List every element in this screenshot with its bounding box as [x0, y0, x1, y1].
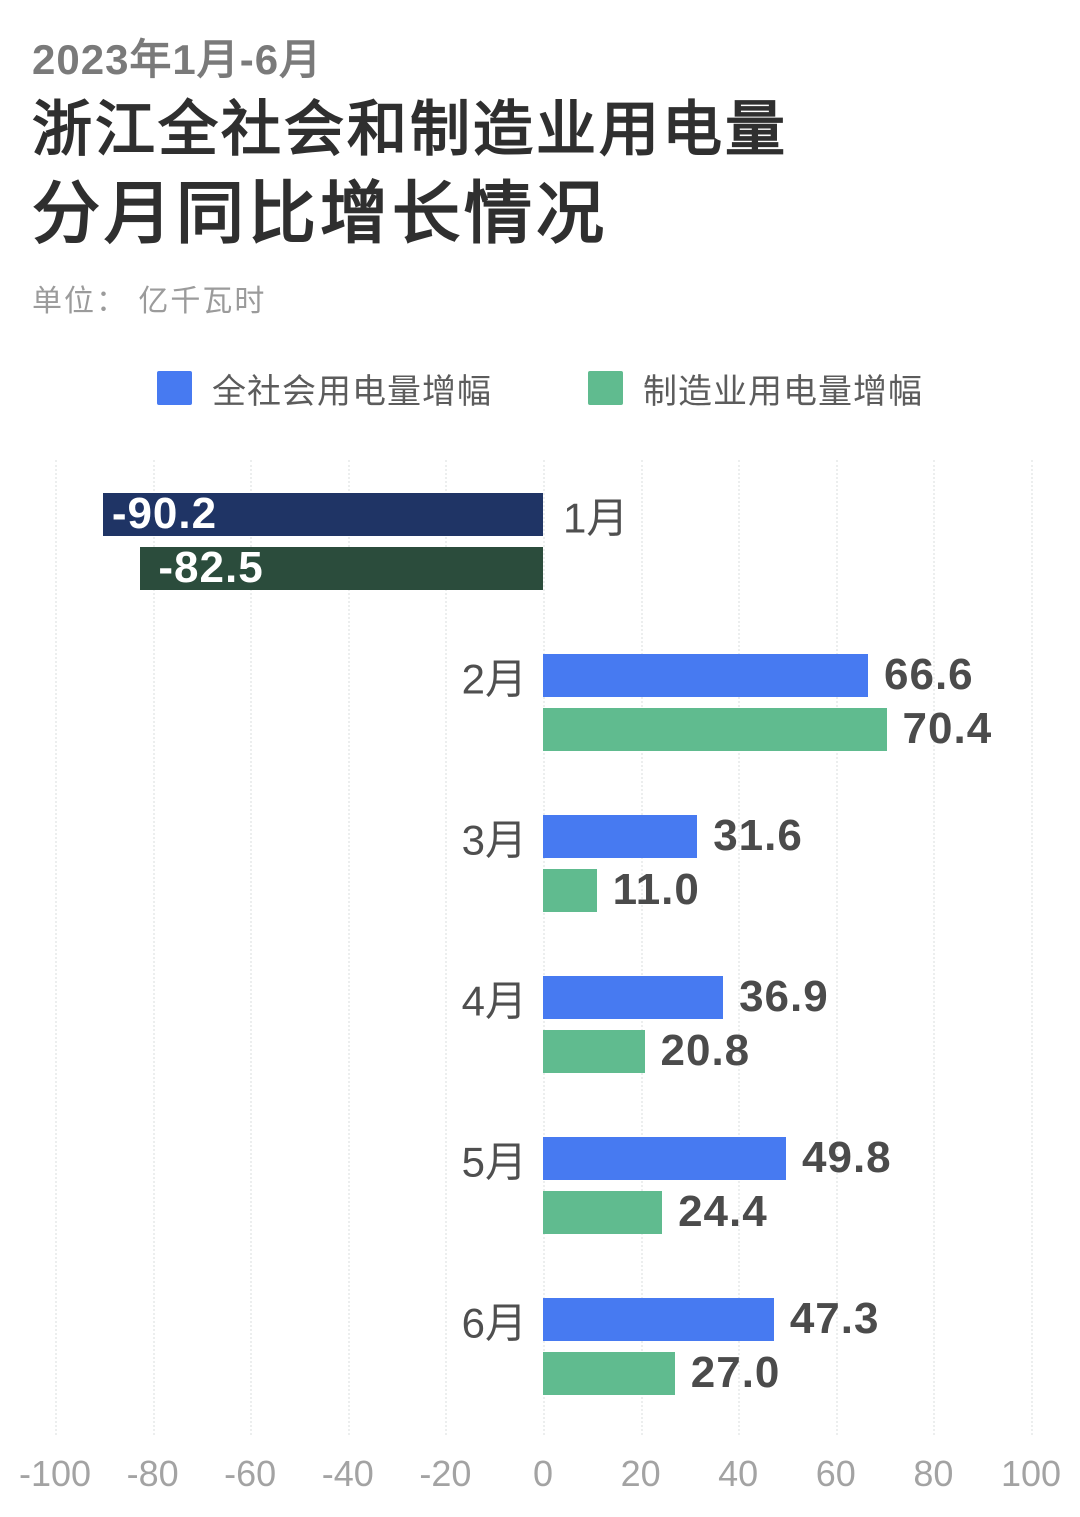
bar-manufacturing-m4 — [543, 1030, 645, 1073]
gridline — [347, 460, 350, 1435]
x-axis-tick-label: 20 — [620, 1453, 661, 1494]
bar-society-m2 — [543, 654, 868, 697]
gridline — [640, 460, 643, 1435]
gridline — [152, 460, 155, 1435]
legend-swatch-manufacturing — [588, 371, 623, 405]
value-label: 36.9 — [739, 971, 829, 1021]
x-axis-tick-label: -100 — [18, 1453, 92, 1494]
bar-chart: -100 -80 -60 -40 -20 0 20 40 60 80 100 -90.2 -82.5 1月… — [0, 460, 1080, 1517]
bar-society-m5 — [543, 1137, 787, 1180]
gridline — [835, 460, 838, 1435]
title-period: 2023年1月-6月 — [32, 36, 323, 83]
gridline — [738, 460, 741, 1435]
value-label: 49.8 — [802, 1132, 892, 1182]
value-label: 66.6 — [884, 649, 974, 699]
legend: 全社会用电量增幅 制造业用电量增幅 — [0, 370, 1080, 411]
gridline — [1031, 460, 1033, 1435]
bar-society-m3 — [543, 815, 698, 858]
value-label: 31.6 — [713, 810, 803, 860]
bar-manufacturing-m6 — [543, 1352, 675, 1395]
month-label: 5月 — [461, 1138, 527, 1185]
value-label: -82.5 — [158, 542, 264, 592]
bar-manufacturing-m2 — [543, 708, 887, 751]
value-label: 24.4 — [678, 1186, 768, 1236]
header: 2023年1月-6月 浙江全社会和制造业用电量 分月同比增长情况 单位： 亿千瓦… — [0, 0, 1080, 320]
gridline — [543, 460, 545, 1435]
month-label: 1月 — [563, 494, 629, 541]
x-axis-tick-label: 100 — [1000, 1453, 1062, 1494]
value-label: -90.2 — [111, 488, 218, 538]
gridline — [250, 460, 253, 1435]
month-label: 2月 — [461, 655, 527, 702]
gridline — [445, 460, 448, 1435]
gridline — [933, 460, 936, 1435]
x-axis-tick-label: 40 — [718, 1453, 759, 1494]
month-label: 3月 — [461, 816, 527, 863]
legend-item-society: 全社会用电量增幅 — [157, 364, 492, 413]
bar-manufacturing-m3 — [543, 869, 597, 912]
page-title: 浙江全社会和制造业用电量 — [32, 96, 788, 163]
legend-label-manufacturing: 制造业用电量增幅 — [643, 372, 923, 411]
bar-society-m1 — [102, 493, 543, 536]
x-axis-tick-label: -60 — [224, 1453, 277, 1494]
unit-label: 单位： 亿千瓦时 — [32, 285, 267, 318]
gridline — [55, 460, 57, 1435]
x-axis-tick-label: -80 — [126, 1453, 179, 1494]
legend-swatch-society — [157, 371, 192, 405]
month-label: 4月 — [461, 977, 527, 1024]
bar-manufacturing-m5 — [543, 1191, 663, 1234]
x-axis-tick-label: -40 — [321, 1453, 374, 1494]
value-label: 20.8 — [660, 1025, 751, 1075]
page-subtitle: 分月同比增长情况 — [32, 176, 609, 252]
value-label: 11.0 — [612, 864, 700, 914]
x-axis-tick-label: 0 — [532, 1453, 554, 1494]
value-label: 70.4 — [902, 703, 993, 753]
bar-society-m6 — [543, 1298, 774, 1341]
x-axis-tick-label: -20 — [419, 1453, 472, 1494]
legend-item-manufacturing: 制造业用电量增幅 — [588, 364, 923, 413]
month-label: 6月 — [461, 1299, 527, 1346]
value-label: 27.0 — [690, 1347, 781, 1397]
x-axis-tick-label: 60 — [815, 1453, 856, 1494]
value-label: 47.3 — [789, 1293, 880, 1343]
x-axis-tick-label: 80 — [913, 1453, 954, 1494]
legend-label-society: 全社会用电量增幅 — [212, 372, 492, 411]
bar-manufacturing-m1 — [140, 547, 543, 590]
bar-society-m4 — [543, 976, 724, 1019]
